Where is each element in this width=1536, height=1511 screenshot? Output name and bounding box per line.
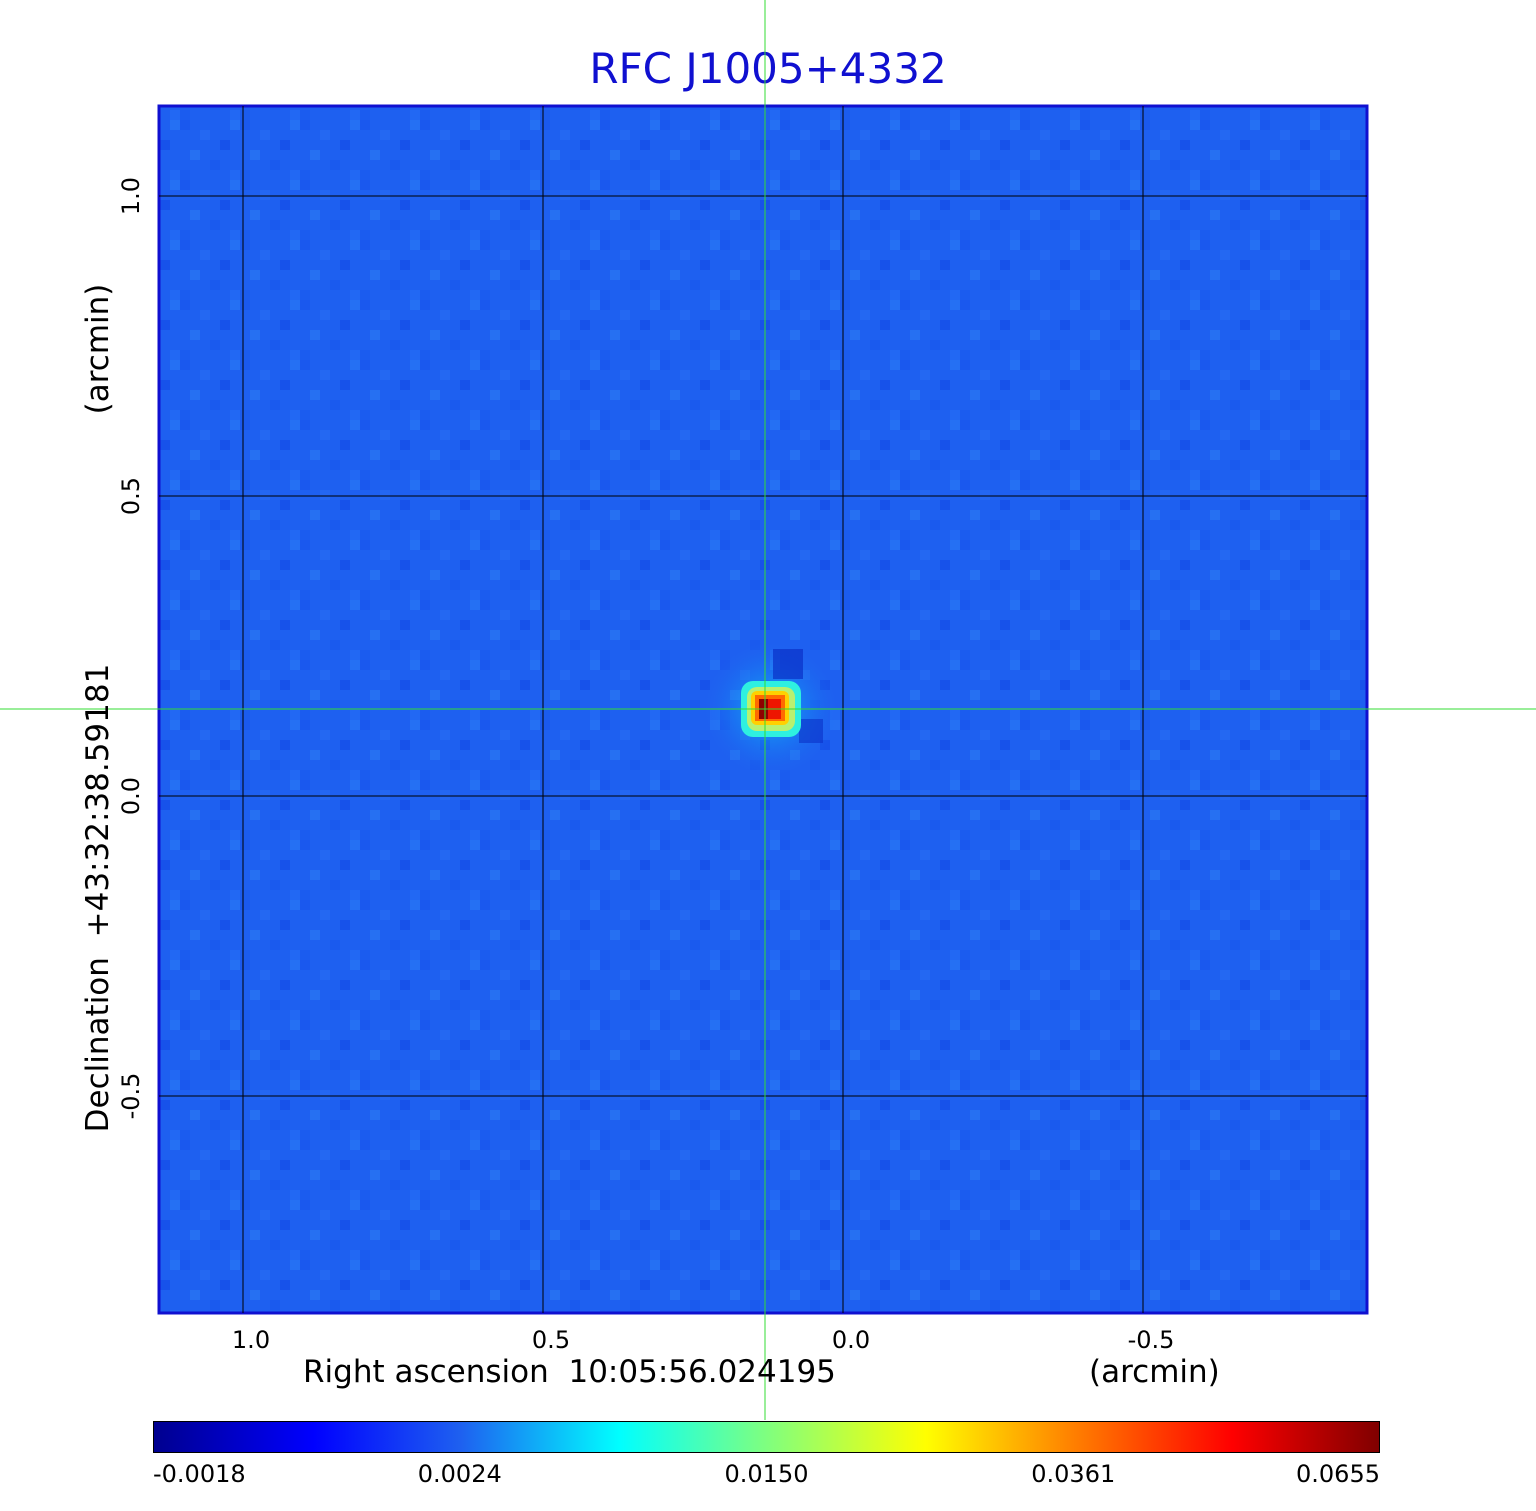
x-tick-label-2: 0.0 xyxy=(831,1326,871,1354)
colorbar-tick-4: 0.0655 xyxy=(1296,1460,1380,1488)
x-axis-label: Right ascension 10:05:56.024195 xyxy=(303,1354,836,1390)
colorbar-tick-2: 0.0150 xyxy=(724,1460,809,1488)
colorbar-tick-0: -0.0018 xyxy=(153,1460,246,1488)
x-tick-label-3: -0.5 xyxy=(1127,1326,1175,1354)
x-tick-label-0: 1.0 xyxy=(231,1326,271,1354)
image-plot xyxy=(0,0,1536,1420)
x-tick-label-1: 0.5 xyxy=(531,1326,571,1354)
source-blob xyxy=(701,639,841,779)
y-axis-label: Declination +43:32:38.59181 xyxy=(80,663,116,1133)
crosshair xyxy=(0,0,1536,1420)
sidelobe-dark-north xyxy=(773,649,803,679)
colorbar xyxy=(153,1421,1380,1453)
y-axis-unit: (arcmin) xyxy=(80,283,116,415)
y-tick-label-1: 0.5 xyxy=(117,476,145,516)
y-tick-label-0: 1.0 xyxy=(117,176,145,216)
x-axis-unit: (arcmin) xyxy=(1089,1354,1220,1390)
chart-title: RFC J1005+4332 xyxy=(589,44,947,93)
y-tick-label-3: -0.5 xyxy=(117,1072,145,1120)
colorbar-tick-1: 0.0024 xyxy=(417,1460,502,1488)
colorbar-tick-3: 0.0361 xyxy=(1031,1460,1116,1488)
y-tick-label-2: 0.0 xyxy=(117,776,145,816)
sidelobe-dark-east xyxy=(799,719,823,743)
